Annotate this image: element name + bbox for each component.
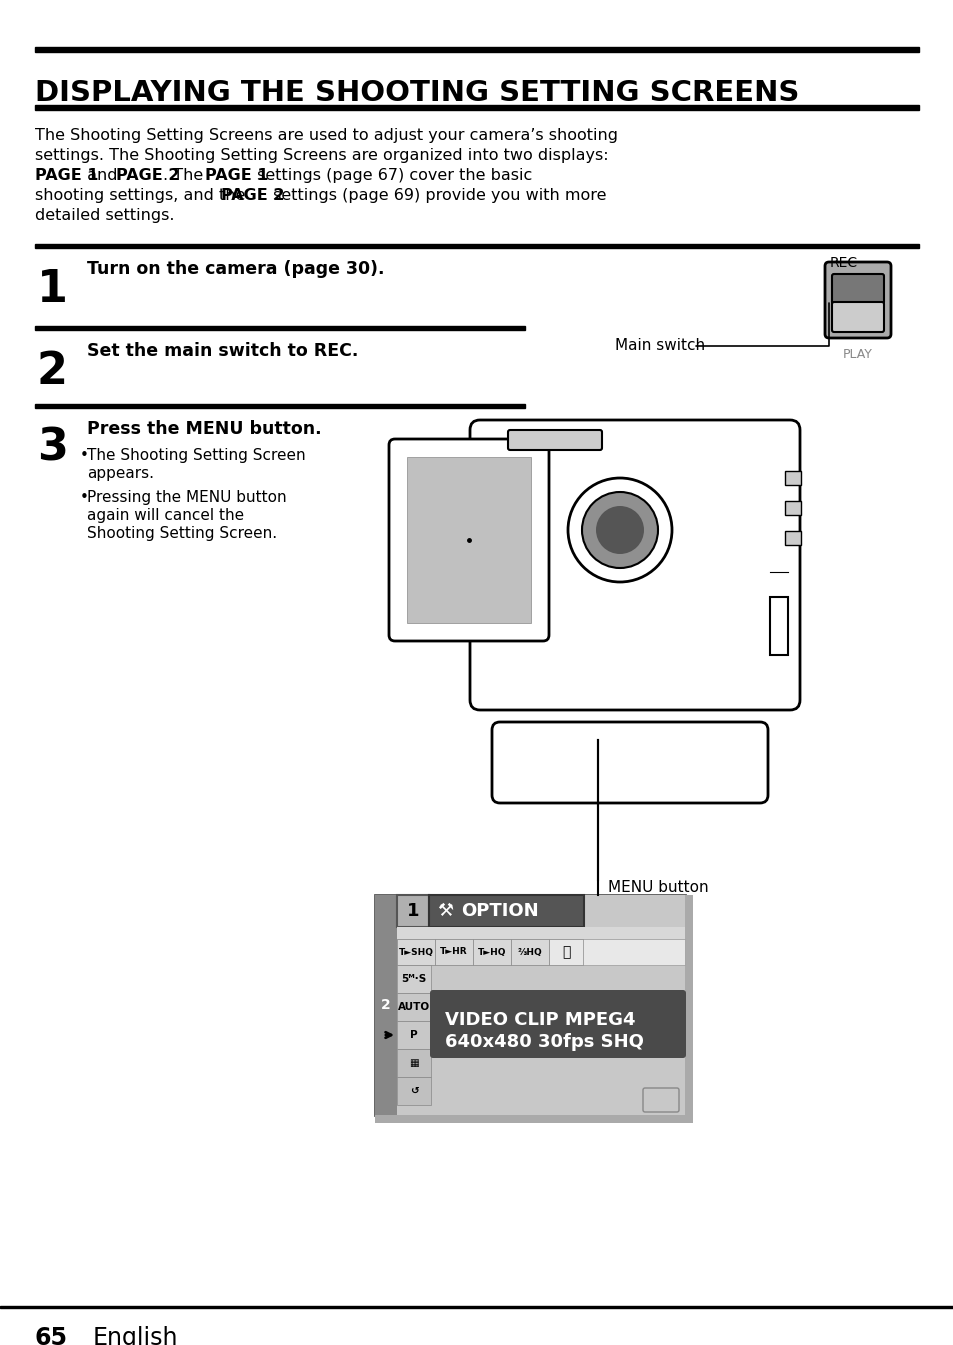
Text: •: •: [80, 448, 89, 463]
Text: T►SHQ: T►SHQ: [398, 947, 433, 956]
Text: T►HQ: T►HQ: [477, 947, 506, 956]
Bar: [396, 1049, 431, 1077]
Bar: [407, 457, 531, 623]
Bar: [429, 894, 583, 927]
Bar: [396, 1077, 431, 1106]
Text: shooting settings, and the: shooting settings, and the: [35, 188, 251, 203]
FancyBboxPatch shape: [831, 274, 883, 304]
Bar: [396, 927, 684, 939]
Text: Shooting Setting Screen.: Shooting Setting Screen.: [87, 526, 276, 541]
Text: The Shooting Setting Screens are used to adjust your camera’s shooting: The Shooting Setting Screens are used to…: [35, 128, 618, 143]
Text: DISPLAYING THE SHOOTING SETTING SCREENS: DISPLAYING THE SHOOTING SETTING SCREENS: [35, 79, 799, 108]
Bar: [396, 964, 431, 993]
Text: VIDEO CLIP MPEG4: VIDEO CLIP MPEG4: [444, 1011, 635, 1029]
FancyBboxPatch shape: [430, 990, 685, 1059]
Bar: [784, 471, 801, 486]
Text: and: and: [82, 168, 122, 183]
Text: PLAY: PLAY: [842, 348, 872, 360]
Text: Main switch: Main switch: [615, 338, 704, 352]
FancyBboxPatch shape: [507, 430, 601, 451]
Text: AUTO: AUTO: [397, 1002, 430, 1011]
Bar: [548, 939, 582, 964]
Text: 1: 1: [406, 902, 418, 920]
Text: PAGE 1: PAGE 1: [35, 168, 98, 183]
Bar: [0, 1306, 953, 1307]
Bar: [784, 531, 801, 545]
Circle shape: [581, 492, 658, 568]
Text: 3: 3: [37, 426, 68, 469]
FancyBboxPatch shape: [824, 262, 890, 338]
Bar: [35, 47, 918, 52]
Text: 2: 2: [381, 998, 391, 1011]
Text: PAGE 1: PAGE 1: [205, 168, 268, 183]
Bar: [784, 500, 801, 515]
Text: T►HR: T►HR: [439, 947, 467, 956]
Text: detailed settings.: detailed settings.: [35, 208, 174, 223]
Text: 65: 65: [35, 1326, 68, 1345]
Text: settings (page 67) cover the basic: settings (page 67) cover the basic: [252, 168, 532, 183]
Text: OPTION: OPTION: [460, 902, 538, 920]
Bar: [396, 993, 431, 1021]
Bar: [769, 597, 787, 655]
Text: 2: 2: [37, 351, 68, 394]
Text: ⚒: ⚒: [436, 902, 453, 920]
Text: ▦: ▦: [409, 1059, 418, 1068]
Bar: [473, 939, 511, 964]
Text: again will cancel the: again will cancel the: [87, 508, 244, 523]
Text: 5ᴹ·S: 5ᴹ·S: [401, 974, 426, 985]
Text: . The: . The: [163, 168, 209, 183]
Text: appears.: appears.: [87, 465, 153, 482]
FancyBboxPatch shape: [470, 420, 800, 710]
Text: ↺: ↺: [409, 1085, 418, 1096]
Bar: [396, 939, 435, 964]
Bar: [396, 939, 684, 964]
Text: Pressing the MENU button: Pressing the MENU button: [87, 490, 286, 504]
Bar: [35, 105, 918, 110]
Text: Set the main switch to REC.: Set the main switch to REC.: [87, 342, 358, 360]
FancyBboxPatch shape: [389, 438, 548, 642]
Text: English: English: [92, 1326, 178, 1345]
Bar: [684, 894, 692, 1115]
Text: Turn on the camera (page 30).: Turn on the camera (page 30).: [87, 260, 384, 278]
Text: MENU button: MENU button: [607, 880, 708, 894]
Text: •: •: [80, 490, 89, 504]
Text: PAGE 2: PAGE 2: [116, 168, 180, 183]
FancyBboxPatch shape: [642, 1088, 679, 1112]
Text: P: P: [410, 1030, 417, 1040]
Text: PAGE 2: PAGE 2: [221, 188, 285, 203]
Text: Press the MENU button.: Press the MENU button.: [87, 420, 321, 438]
FancyBboxPatch shape: [831, 303, 883, 332]
Text: The Shooting Setting Screen: The Shooting Setting Screen: [87, 448, 305, 463]
Bar: [435, 939, 473, 964]
Bar: [396, 894, 684, 1115]
Text: ⅔HQ: ⅔HQ: [517, 947, 542, 956]
Bar: [396, 1021, 431, 1049]
Text: REC: REC: [829, 256, 858, 270]
Circle shape: [596, 506, 643, 554]
Text: 1: 1: [37, 269, 68, 312]
Bar: [35, 325, 524, 330]
Bar: [511, 939, 548, 964]
Text: settings (page 69) provide you with more: settings (page 69) provide you with more: [268, 188, 606, 203]
Bar: [375, 894, 684, 1115]
Bar: [35, 243, 918, 247]
Text: 🎤: 🎤: [561, 946, 570, 959]
Bar: [35, 404, 524, 408]
FancyBboxPatch shape: [492, 722, 767, 803]
Bar: [375, 1115, 692, 1123]
Text: 640x480 30fps SHQ: 640x480 30fps SHQ: [444, 1033, 643, 1050]
Bar: [396, 894, 429, 927]
Bar: [375, 894, 396, 1115]
Text: settings. The Shooting Setting Screens are organized into two displays:: settings. The Shooting Setting Screens a…: [35, 148, 608, 163]
